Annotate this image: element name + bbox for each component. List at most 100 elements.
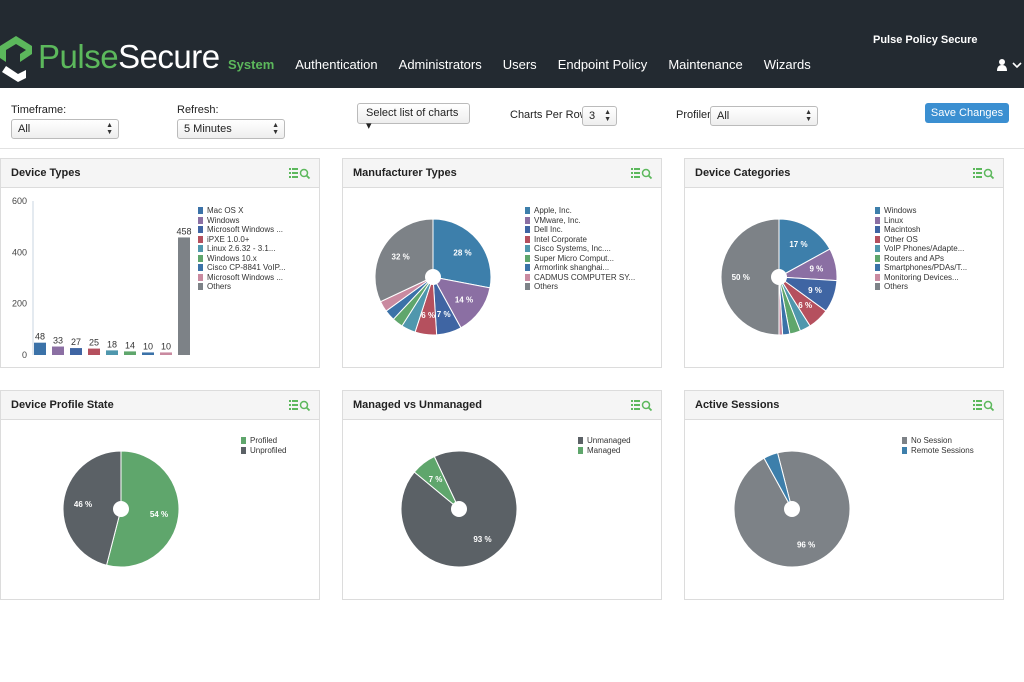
pie-chart-manufacturer-types[interactable]: 28 % 14 % 7 %6 % 32 % (343, 189, 663, 369)
profiler-select[interactable]: All ▲ ▼ (710, 106, 818, 126)
legend-item[interactable]: Remote Sessions (902, 446, 974, 456)
brand-name[interactable]: PulseSecure (38, 38, 220, 76)
bar-value-label: 10 (143, 341, 153, 351)
legend-swatch (198, 254, 203, 262)
legend-item[interactable]: Apple, Inc. (525, 206, 635, 216)
legend-item[interactable]: Macintosh (875, 225, 967, 235)
legend-item[interactable]: VoIP Phones/Adapte... (875, 244, 967, 254)
legend-swatch (198, 207, 203, 215)
pie-chart-device-profile-state[interactable]: 54 % 46 % (1, 421, 321, 601)
legend-label: Monitoring Devices... (884, 272, 959, 282)
legend-item[interactable]: Others (198, 282, 286, 292)
pie-slice (62, 450, 122, 566)
legend-item[interactable]: Windows (875, 206, 967, 216)
legend-item[interactable]: No Session (902, 436, 974, 446)
nav-wizards[interactable]: Wizards (763, 57, 811, 72)
legend-item[interactable]: Other OS (875, 235, 967, 245)
list-search-icon[interactable] (631, 166, 653, 180)
legend-label: Intel Corporate (534, 234, 587, 244)
bar-chart-device-types[interactable]: 0 200 400 600 48 33 27 25 18 14 10 10 458 (1, 189, 321, 369)
legend-swatch (241, 446, 246, 454)
legend-item[interactable]: Others (875, 282, 967, 292)
bar-value-label: 27 (71, 337, 81, 347)
legend-item[interactable]: Others (525, 282, 635, 292)
legend-item[interactable]: Cisco CP-8841 VoIP... (198, 263, 286, 273)
list-search-icon[interactable] (631, 398, 653, 412)
timeframe-select[interactable]: All ▲ ▼ (11, 119, 119, 139)
legend-item[interactable]: Intel Corporate (525, 235, 635, 245)
nav-endpoint-policy[interactable]: Endpoint Policy (557, 57, 648, 72)
legend-item[interactable]: Managed (578, 446, 631, 456)
legend-item[interactable]: Smartphones/PDAs/T... (875, 263, 967, 273)
legend-item[interactable]: Unmanaged (578, 436, 631, 446)
legend-swatch (198, 216, 203, 224)
legend-swatch (875, 245, 880, 253)
legend-swatch (525, 254, 530, 262)
pulse-secure-logo-icon[interactable] (0, 32, 215, 82)
legend-item[interactable]: Linux 2.6.32 - 3.1... (198, 244, 286, 254)
legend-item[interactable]: Profiled (241, 436, 286, 446)
list-search-icon[interactable] (289, 398, 311, 412)
list-search-icon[interactable] (289, 166, 311, 180)
slice-value-label: 17 % (789, 240, 807, 249)
legend-label: Windows (884, 206, 917, 215)
legend-item[interactable]: Windows 10.x (198, 254, 286, 264)
legend-device-categories: Windows Linux Macintosh Other OS VoIP Phones… (875, 206, 967, 292)
nav-system[interactable]: System (228, 57, 275, 72)
legend-swatch (525, 283, 530, 291)
legend-item[interactable]: Monitoring Devices... (875, 273, 967, 283)
legend-item[interactable]: Armorlink shanghai... (525, 263, 635, 273)
legend-item[interactable]: Unprofiled (241, 446, 286, 456)
legend-item[interactable]: Microsoft Windows ... (198, 273, 286, 283)
charts-per-row-select[interactable]: 3 ▲ ▼ (582, 106, 617, 126)
timeframe-value: All (18, 123, 31, 135)
panel-active-sessions: Active Sessions 96 % No Session Remote Se… (684, 390, 1004, 600)
bar (88, 348, 100, 355)
list-search-icon[interactable] (973, 398, 995, 412)
legend-swatch (875, 254, 880, 262)
user-menu-icon[interactable] (996, 58, 1022, 72)
slice-value-label: 6 % (421, 311, 435, 320)
nav-authentication[interactable]: Authentication (295, 57, 378, 72)
legend-item[interactable]: Mac OS X (198, 206, 286, 216)
legend-swatch (875, 207, 880, 215)
legend-item[interactable]: CADMUS COMPUTER SY... (525, 273, 635, 283)
list-search-icon[interactable] (973, 166, 995, 180)
legend-label: Windows (207, 215, 240, 225)
legend-item[interactable]: Dell Inc. (525, 225, 635, 235)
select-arrows-icon: ▲ ▼ (805, 109, 812, 123)
nav-users[interactable]: Users (502, 57, 537, 72)
panel-header: Active Sessions (685, 391, 1003, 420)
legend-item[interactable]: Linux (875, 216, 967, 226)
legend-label: Remote Sessions (911, 445, 974, 455)
pie-chart-device-categories[interactable]: 17 % 9 % 9 % 6 % 50 % (685, 189, 1005, 369)
refresh-select[interactable]: 5 Minutes ▲ ▼ (177, 119, 285, 139)
legend-label: CADMUS COMPUTER SY... (534, 272, 636, 282)
legend-swatch (525, 226, 530, 234)
pie-chart-managed-vs-unmanaged[interactable]: 93 % 7 % (343, 421, 663, 601)
legend-item[interactable]: iPXE 1.0.0+ (198, 235, 286, 245)
pie-chart-active-sessions[interactable]: 96 % (685, 421, 1005, 601)
nav-maintenance[interactable]: Maintenance (668, 57, 743, 72)
nav-administrators[interactable]: Administrators (398, 57, 482, 72)
legend-label: iPXE 1.0.0+ (207, 234, 250, 244)
panel-title: Device Types (11, 167, 81, 179)
legend-item[interactable]: Microsoft Windows ... (198, 225, 286, 235)
legend-item[interactable]: Windows (198, 216, 286, 226)
charts-per-row-value: 3 (589, 110, 596, 122)
legend-item[interactable]: Routers and APs (875, 254, 967, 264)
legend-item[interactable]: VMware, Inc. (525, 216, 635, 226)
legend-label: Routers and APs (884, 253, 945, 263)
slice-value-label: 7 % (429, 475, 443, 484)
legend-swatch (875, 264, 880, 272)
legend-label: Unprofiled (250, 445, 287, 455)
bar-value-label: 33 (53, 336, 63, 346)
legend-label: Unmanaged (587, 436, 631, 445)
legend-item[interactable]: Super Micro Comput... (525, 254, 635, 264)
select-charts-button[interactable]: Select list of charts ▾ (357, 103, 470, 132)
legend-item[interactable]: Cisco Systems, Inc.... (525, 244, 635, 254)
save-changes-button[interactable]: Save Changes (925, 103, 1009, 123)
profiler-label: Profiler: (676, 109, 714, 121)
legend-swatch (198, 235, 203, 243)
legend-label: Microsoft Windows ... (207, 272, 284, 282)
